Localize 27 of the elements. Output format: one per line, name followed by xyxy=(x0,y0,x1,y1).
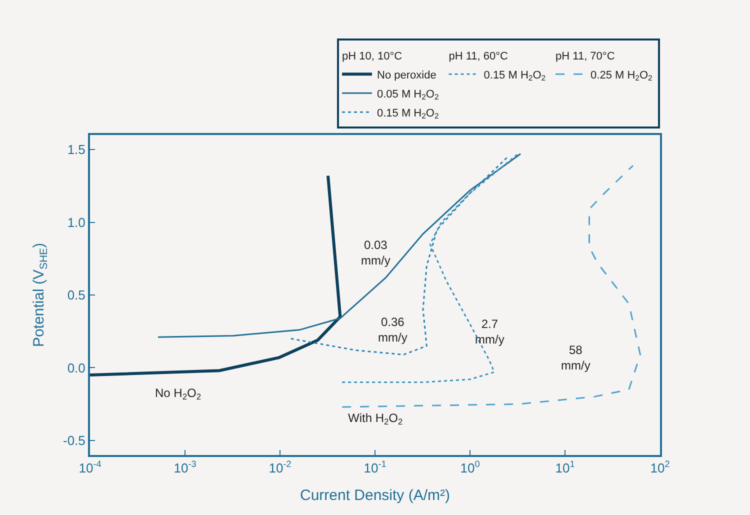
text: pH 11, 70°C xyxy=(556,50,615,62)
y-tick-label: 0.0 xyxy=(67,360,86,376)
text: pH 11, 60°C xyxy=(448,50,508,62)
y-tick-label: -0.5 xyxy=(62,433,86,448)
x-tick-label: 10$^{-1}$ xyxy=(364,459,386,476)
annotation: 0.36 mm/y xyxy=(378,315,408,345)
x-tick-label: 10$^{-3}$ xyxy=(174,459,196,476)
annotation: 0.03 mm/y xyxy=(361,238,390,268)
legend-label: 0.25 M H$_{2}$O$_{2}$ xyxy=(590,69,652,83)
annotation: 58 mm/y xyxy=(561,343,590,373)
y-tick-label: 0.5 xyxy=(67,288,86,303)
x-axis-title: Current Density (A/m²) xyxy=(300,487,450,504)
x-tick-label: 10$^{-2}$ xyxy=(268,459,292,476)
y-tick-label: 1.5 xyxy=(67,142,86,158)
legend-label: 0.15 M H$_{2}$O$_{2}$ xyxy=(484,69,546,83)
x-tick-label: 10$^{0}$ xyxy=(460,459,480,476)
y-tick-label: 1.0 xyxy=(67,214,86,230)
x-tick-label: 10$^{2}$ xyxy=(650,459,670,476)
legend-label: 0.15 M H$_{2}$O$_{2}$ xyxy=(377,107,439,121)
x-tick-label: 10$^{-4}$ xyxy=(78,459,102,476)
legend-label: 0.05 M H$_{2}$O$_{2}$ xyxy=(377,88,439,102)
legend-label: No peroxide xyxy=(377,69,436,82)
text: pH 10, 10°C xyxy=(342,50,402,62)
annotation: With H$_{2}$O$_{2}$ xyxy=(348,411,404,427)
annotation: 2.7 mm/y xyxy=(475,317,504,347)
annotation: No H$_{2}$O$_{2}$ xyxy=(155,386,202,402)
x-tick-label: 10$^{1}$ xyxy=(555,459,575,476)
